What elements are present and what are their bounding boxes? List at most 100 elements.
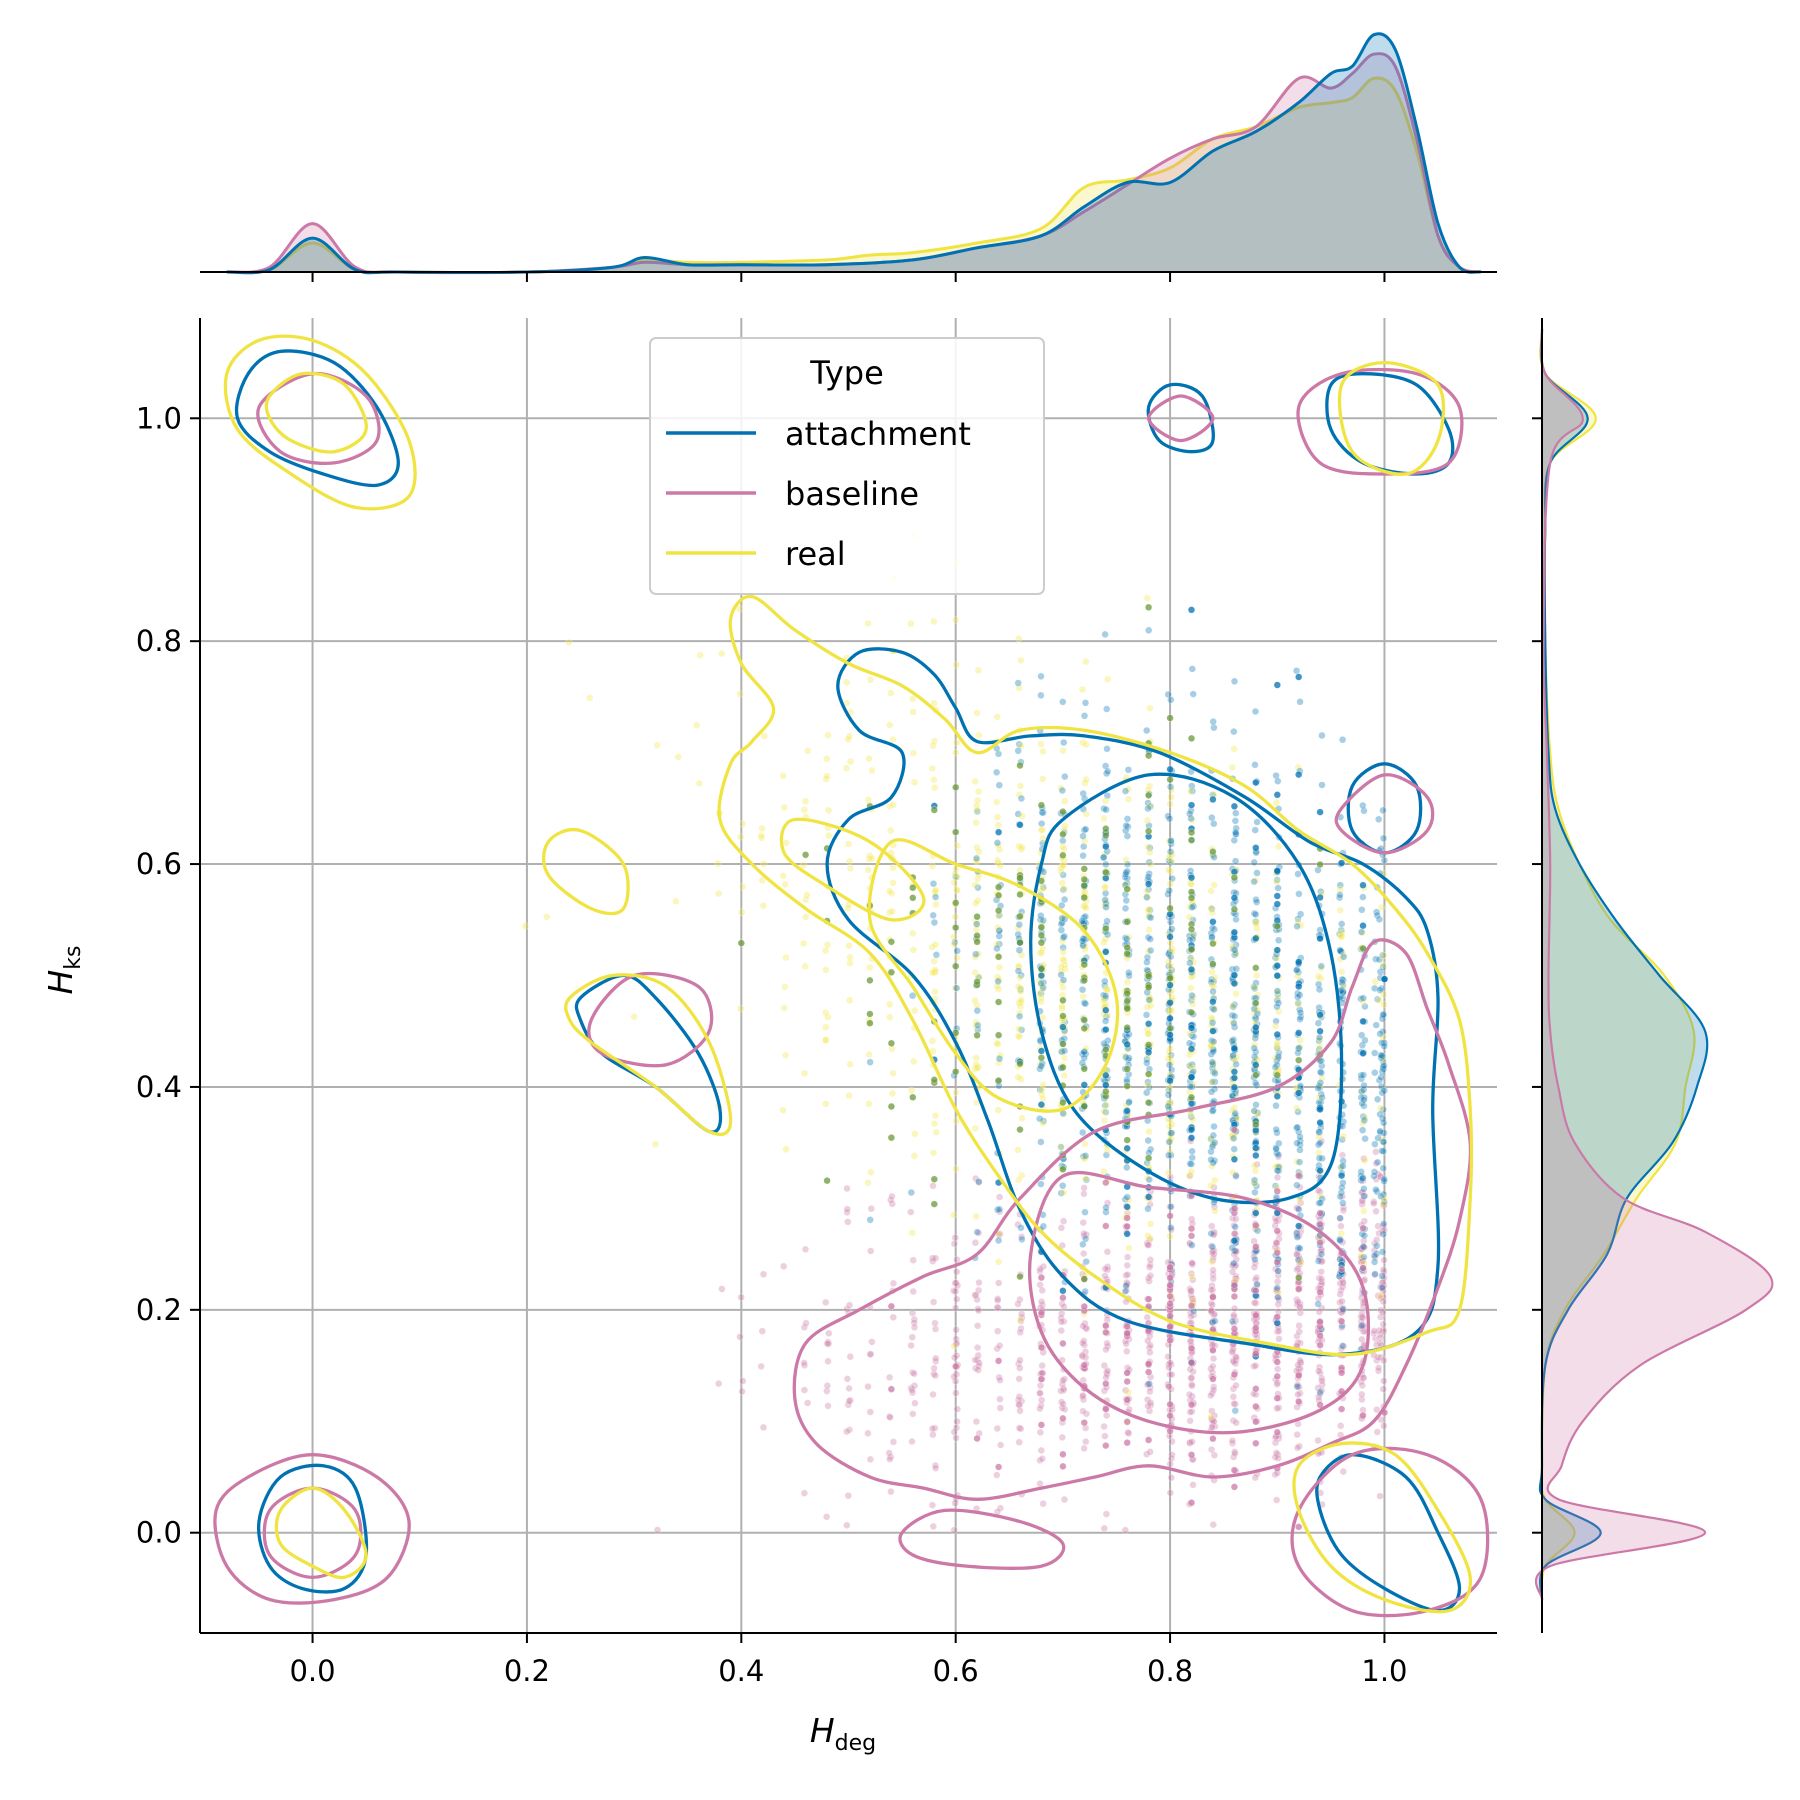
scatter-point-real <box>1185 913 1194 921</box>
scatter-point-real <box>1187 925 1196 933</box>
scatter-point-attachment <box>1144 1048 1153 1057</box>
scatter-point-attachment <box>1378 1272 1386 1280</box>
scatter-point-attachment <box>1379 1010 1388 1018</box>
scatter-point-baseline <box>1165 1363 1173 1372</box>
scatter-point-attachment <box>1231 1109 1240 1118</box>
scatter-point-attachment <box>1123 832 1132 840</box>
scatter-point-baseline <box>1250 1362 1258 1371</box>
scatter-point-real <box>973 938 981 946</box>
scatter-point-real <box>1229 1002 1237 1010</box>
scatter-point-real <box>1016 1002 1025 1011</box>
scatter-point-baseline <box>1209 1386 1218 1394</box>
scatter-point-attachment <box>1377 1192 1385 1201</box>
scatter-point-real <box>1273 878 1281 886</box>
scatter-point-baseline <box>996 1404 1004 1412</box>
scatter-point-baseline <box>1057 1326 1066 1335</box>
scatter-point-baseline <box>1374 1291 1382 1300</box>
scatter-point-baseline <box>995 1231 1003 1239</box>
scatter-point-real <box>889 1069 897 1078</box>
scatter-point-real <box>908 695 917 703</box>
scatter-point-real <box>1164 1169 1173 1177</box>
scatter-point-real <box>801 913 810 921</box>
scatter-point-baseline <box>1186 1309 1195 1317</box>
scatter-point-real <box>1018 812 1026 820</box>
scatter-point-attachment <box>1251 1255 1259 1264</box>
scatter-point-real <box>1017 996 1025 1004</box>
scatter-point-attachment <box>1295 1005 1304 1014</box>
scatter-point-real <box>929 741 937 750</box>
scatter-point-baseline <box>1210 1203 1219 1211</box>
scatter-point-attachment <box>1015 920 1023 929</box>
scatter-point-baseline <box>1274 1300 1282 1309</box>
scatter-point-baseline <box>1379 1326 1388 1334</box>
scatter-point-baseline <box>1295 1260 1304 1269</box>
scatter-point-attachment <box>1231 1111 1239 1120</box>
scatter-point-attachment <box>1250 858 1258 867</box>
scatter-point-real <box>779 1106 787 1114</box>
scatter-point-real <box>821 1023 830 1031</box>
scatter-point-real <box>994 891 1003 900</box>
scatter-point-attachment <box>1372 1185 1380 1194</box>
scatter-point-attachment <box>1252 1151 1260 1160</box>
scatter-point-attachment <box>1253 869 1261 877</box>
scatter-point-attachment <box>1059 976 1068 984</box>
scatter-point-attachment <box>1039 916 1048 925</box>
scatter-point-real <box>910 1057 918 1066</box>
scatter-point-real <box>1037 923 1046 931</box>
scatter-point-attachment <box>1121 934 1130 942</box>
scatter-point-attachment <box>1293 922 1301 930</box>
scatter-point-baseline <box>1189 1481 1197 1489</box>
scatter-point-attachment <box>1037 1047 1046 1055</box>
scatter-point-baseline <box>1144 1380 1152 1388</box>
scatter-point-real <box>1080 1024 1089 1033</box>
scatter-point-attachment <box>1167 1202 1175 1211</box>
scatter-point-attachment <box>1146 844 1154 852</box>
scatter-point-attachment <box>1229 945 1238 953</box>
scatter-point-real <box>1211 973 1219 982</box>
scatter-point-real <box>1101 883 1109 891</box>
scatter-point-attachment <box>1080 712 1089 720</box>
scatter-point-baseline <box>994 1357 1003 1365</box>
scatter-point-baseline <box>1228 1347 1237 1355</box>
scatter-point-attachment <box>1339 953 1348 961</box>
scatter-point-baseline <box>1272 1240 1281 1248</box>
scatter-point-attachment <box>1230 1044 1239 1052</box>
scatter-point-baseline <box>1039 1499 1047 1508</box>
scatter-point-baseline <box>738 1387 746 1396</box>
scatter-point-baseline <box>1187 1301 1196 1310</box>
scatter-point-real <box>1143 816 1152 824</box>
scatter-point-baseline <box>1123 1347 1131 1356</box>
scatter-point-attachment <box>1230 1000 1239 1009</box>
scatter-point-real <box>1252 1120 1260 1129</box>
scatter-point-real <box>1187 1008 1196 1017</box>
scatter-point-attachment <box>1166 1014 1174 1022</box>
scatter-point-baseline <box>1274 1271 1282 1280</box>
scatter-point-baseline <box>1360 1154 1368 1163</box>
scatter-point-baseline <box>1058 1380 1067 1388</box>
scatter-point-baseline <box>1230 1370 1239 1379</box>
scatter-point-real <box>1360 1207 1368 1215</box>
scatter-point-baseline <box>908 1309 917 1317</box>
scatter-point-real <box>1059 842 1067 851</box>
scatter-point-attachment <box>1252 1023 1260 1032</box>
scatter-point-baseline <box>950 1372 958 1381</box>
scatter-point-baseline <box>1357 1245 1366 1253</box>
scatter-point-baseline <box>1377 1306 1385 1315</box>
scatter-point-attachment <box>1273 1166 1282 1175</box>
scatter-point-attachment <box>1101 977 1109 985</box>
scatter-point-real <box>1061 822 1069 830</box>
scatter-point-baseline <box>1380 1256 1388 1264</box>
scatter-point-baseline <box>1080 1229 1088 1238</box>
scatter-point-baseline <box>1295 1327 1304 1336</box>
scatter-point-attachment <box>1378 1052 1387 1061</box>
scatter-point-baseline <box>1371 1253 1379 1262</box>
scatter-point-baseline <box>1121 1526 1130 1534</box>
scatter-point-baseline <box>950 1353 959 1362</box>
scatter-point-real <box>1014 1073 1022 1081</box>
scatter-point-baseline <box>1208 1389 1217 1397</box>
scatter-point-real <box>1102 1045 1110 1054</box>
scatter-point-attachment <box>1294 673 1303 681</box>
scatter-point-real <box>1209 939 1217 948</box>
scatter-point-baseline <box>1059 1400 1067 1408</box>
scatter-point-baseline <box>1102 1222 1110 1230</box>
